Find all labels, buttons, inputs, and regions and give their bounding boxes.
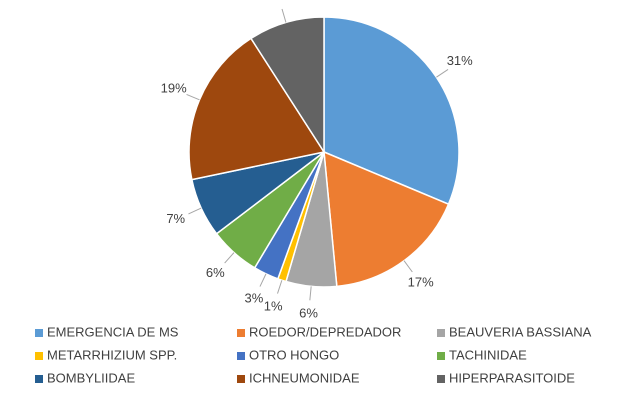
data-label: 7% — [166, 211, 185, 226]
legend-label: EMERGENCIA DE MS — [47, 324, 179, 339]
leader-line — [186, 93, 200, 101]
leader-line — [309, 286, 312, 301]
leader-line — [188, 207, 202, 215]
legend-marker — [437, 352, 445, 360]
leader-line — [403, 260, 413, 273]
legend-marker — [237, 329, 245, 337]
data-label: 9% — [269, 0, 288, 2]
leader-line — [224, 252, 235, 264]
legend-marker — [437, 375, 445, 383]
legend-marker — [437, 329, 445, 337]
legend-label: ROEDOR/DEPREDADOR — [249, 324, 401, 339]
legend-label: ICHNEUMONIDAE — [249, 370, 360, 385]
leader-line — [277, 280, 283, 294]
data-label: 19% — [161, 80, 187, 95]
legend-marker — [35, 375, 43, 383]
data-label: 1% — [264, 298, 283, 313]
legend-label: TACHINIDAE — [449, 347, 527, 362]
leader-line — [259, 273, 267, 287]
legend-marker — [237, 352, 245, 360]
legend-label: BEAUVERIA BASSIANA — [449, 324, 592, 339]
data-label: 6% — [299, 306, 318, 321]
legend-marker — [35, 329, 43, 337]
data-label: 17% — [408, 275, 434, 290]
legend-marker — [237, 375, 245, 383]
legend-label: BOMBYLIIDAE — [47, 370, 135, 385]
leader-line — [281, 8, 287, 23]
legend-marker — [35, 352, 43, 360]
legend-label: METARRHIZIUM SPP. — [47, 347, 177, 362]
legend-label: HIPERPARASITOIDE — [449, 370, 575, 385]
data-label: 31% — [447, 53, 473, 68]
pie-slice — [188, 37, 326, 181]
data-label: 3% — [245, 291, 264, 306]
data-label: 6% — [206, 265, 225, 280]
legend-label: OTRO HONGO — [249, 347, 339, 362]
leader-line — [436, 69, 449, 78]
